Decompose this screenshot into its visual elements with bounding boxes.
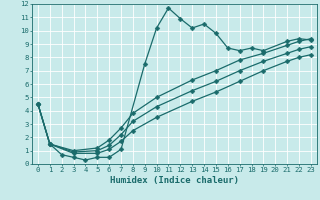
- X-axis label: Humidex (Indice chaleur): Humidex (Indice chaleur): [110, 176, 239, 185]
